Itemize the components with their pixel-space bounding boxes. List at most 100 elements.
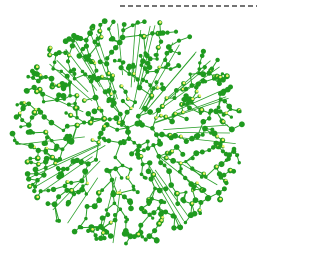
highlight-node bbox=[108, 72, 111, 75]
highlight-node bbox=[196, 181, 199, 184]
node bbox=[175, 201, 180, 206]
node bbox=[63, 184, 68, 189]
node bbox=[217, 106, 221, 110]
node bbox=[72, 229, 78, 235]
node bbox=[222, 99, 227, 104]
node bbox=[98, 236, 103, 241]
node bbox=[155, 57, 158, 60]
node bbox=[93, 95, 99, 101]
node bbox=[216, 190, 222, 196]
node bbox=[144, 237, 148, 241]
node bbox=[61, 147, 65, 151]
highlight-node bbox=[180, 162, 183, 165]
node bbox=[51, 187, 56, 192]
node bbox=[44, 166, 48, 170]
node bbox=[10, 131, 16, 137]
node bbox=[102, 137, 106, 141]
node bbox=[78, 225, 82, 229]
node bbox=[154, 132, 159, 137]
node bbox=[113, 213, 117, 217]
highlight-node bbox=[157, 46, 160, 49]
highlight-node bbox=[159, 21, 162, 24]
node bbox=[33, 167, 39, 173]
node bbox=[26, 75, 30, 79]
node bbox=[146, 169, 152, 175]
node bbox=[107, 27, 110, 30]
highlight-node bbox=[137, 233, 140, 236]
node bbox=[63, 136, 68, 141]
node bbox=[219, 161, 225, 167]
node bbox=[105, 208, 108, 211]
highlight-node bbox=[36, 90, 39, 93]
node bbox=[96, 197, 102, 203]
highlight-node bbox=[102, 231, 105, 234]
highlight-node bbox=[201, 108, 204, 111]
node bbox=[56, 174, 61, 179]
highlight-node bbox=[36, 65, 39, 68]
highlight-node bbox=[143, 35, 146, 38]
node bbox=[182, 103, 185, 106]
node bbox=[42, 141, 47, 146]
highlight-node bbox=[54, 162, 57, 165]
node bbox=[166, 62, 171, 67]
node bbox=[67, 103, 71, 107]
node bbox=[147, 109, 153, 115]
node bbox=[91, 24, 96, 29]
node bbox=[125, 110, 130, 115]
node bbox=[210, 67, 214, 71]
highlight-node bbox=[71, 189, 74, 192]
node bbox=[146, 140, 150, 144]
highlight-node bbox=[75, 106, 78, 109]
node bbox=[70, 43, 75, 48]
node bbox=[81, 70, 85, 74]
node bbox=[121, 164, 125, 168]
node bbox=[200, 150, 205, 155]
node bbox=[94, 233, 98, 237]
node bbox=[222, 186, 227, 191]
node bbox=[174, 30, 178, 34]
highlight-node bbox=[99, 30, 102, 33]
node bbox=[91, 74, 96, 79]
node bbox=[118, 59, 121, 62]
node bbox=[202, 126, 208, 132]
node bbox=[118, 112, 123, 117]
highlight-node bbox=[119, 191, 122, 194]
node bbox=[110, 192, 116, 198]
highlight-node bbox=[36, 196, 39, 199]
node bbox=[41, 172, 46, 177]
node bbox=[155, 53, 159, 57]
highlight-node bbox=[219, 198, 222, 201]
node bbox=[228, 85, 233, 90]
highlight-node bbox=[112, 74, 115, 77]
node bbox=[147, 202, 151, 206]
node bbox=[119, 65, 124, 70]
node bbox=[157, 207, 160, 210]
node bbox=[25, 171, 31, 177]
node bbox=[171, 225, 176, 230]
highlight-node bbox=[153, 173, 156, 176]
node bbox=[154, 80, 158, 84]
node bbox=[91, 117, 94, 120]
node bbox=[157, 141, 163, 147]
node bbox=[82, 168, 88, 174]
node bbox=[173, 96, 177, 100]
node bbox=[141, 78, 145, 82]
node bbox=[46, 189, 50, 193]
node bbox=[14, 114, 19, 119]
highlight-node bbox=[162, 105, 165, 108]
page: {} (() => { const ns = 'http://www.w3.or… bbox=[0, 0, 257, 254]
node bbox=[36, 148, 41, 153]
node bbox=[119, 207, 123, 211]
highlight-node bbox=[23, 101, 26, 104]
node bbox=[139, 54, 143, 58]
node bbox=[141, 235, 144, 238]
node bbox=[94, 158, 98, 162]
node bbox=[26, 122, 32, 128]
node bbox=[142, 106, 148, 112]
node bbox=[105, 56, 109, 60]
node bbox=[66, 203, 70, 207]
node bbox=[110, 36, 116, 42]
node bbox=[54, 52, 59, 57]
node bbox=[197, 82, 201, 86]
node bbox=[152, 228, 157, 233]
